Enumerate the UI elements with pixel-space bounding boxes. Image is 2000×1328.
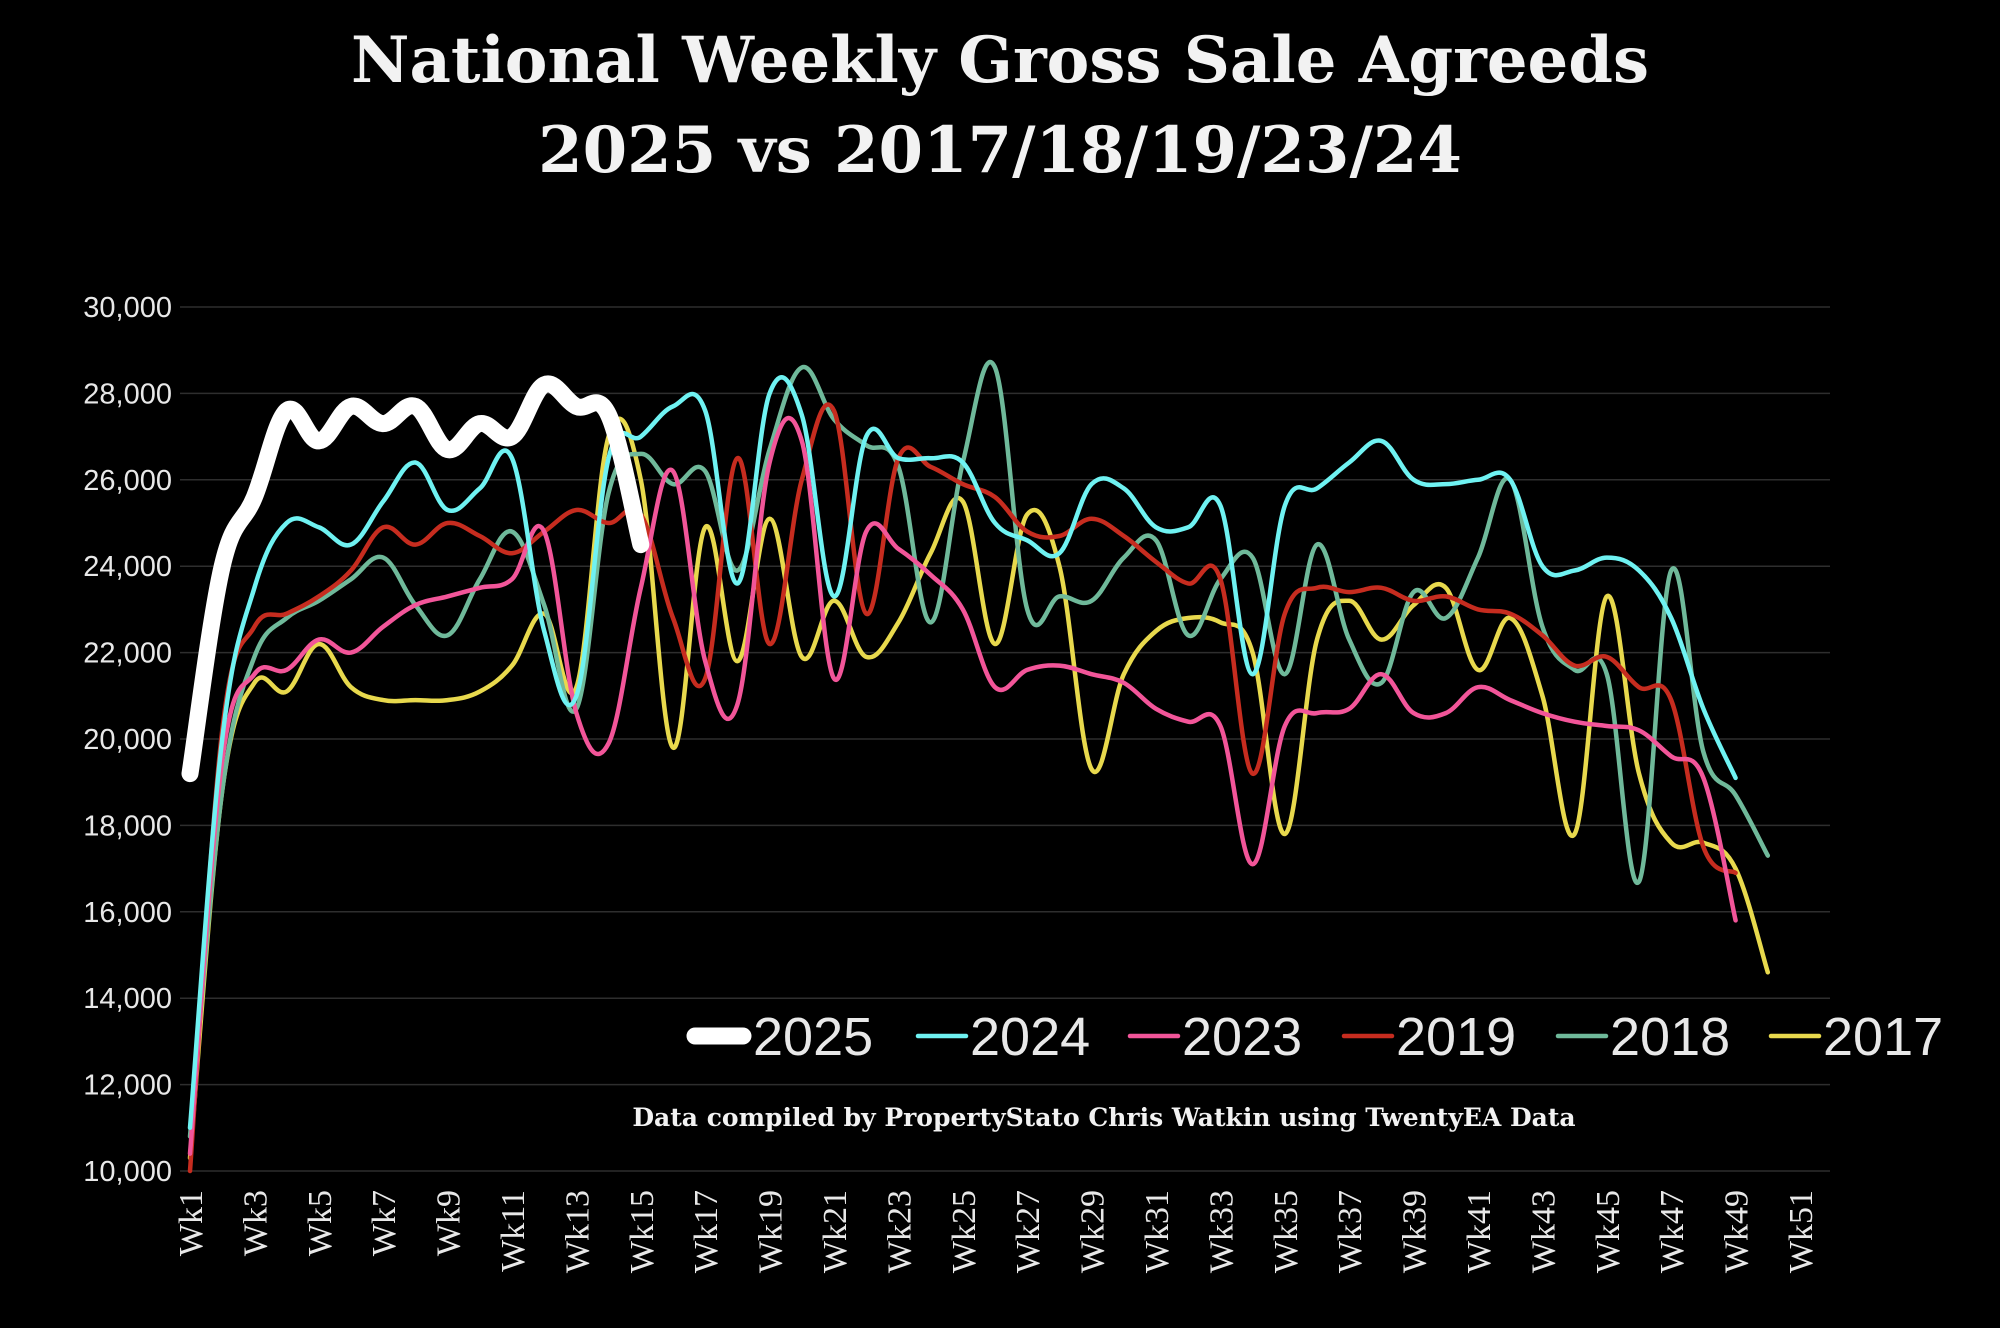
series-lines bbox=[181, 359, 1771, 1174]
y-tick-label: 12,000 bbox=[83, 1070, 172, 1102]
y-tick-label: 18,000 bbox=[83, 810, 172, 842]
y-tick-label: 26,000 bbox=[83, 465, 172, 497]
legend: 2025 2024 2023 2019 2018 2017 bbox=[686, 1007, 1943, 1067]
legend-label-2017: 2017 bbox=[1823, 1007, 1943, 1067]
legend-label-2024: 2024 bbox=[970, 1007, 1090, 1067]
x-tick-label: Wk45 bbox=[1590, 1190, 1627, 1273]
x-tick-label: Wk11 bbox=[495, 1190, 532, 1272]
x-tick-label: Wk33 bbox=[1203, 1190, 1240, 1273]
x-tick-label: Wk9 bbox=[431, 1190, 468, 1256]
x-tick-label: Wk47 bbox=[1654, 1190, 1691, 1273]
y-tick-label: 10,000 bbox=[83, 1156, 172, 1188]
x-tick-label: Wk35 bbox=[1268, 1190, 1305, 1273]
x-tick-label: Wk37 bbox=[1332, 1190, 1369, 1273]
x-tick-label: Wk7 bbox=[366, 1190, 403, 1256]
x-tick-label: Wk43 bbox=[1525, 1190, 1562, 1273]
series-line-2018 bbox=[187, 359, 1771, 1139]
legend-label-2023: 2023 bbox=[1182, 1007, 1302, 1067]
x-tick-label: Wk25 bbox=[946, 1190, 983, 1273]
legend-label-2019: 2019 bbox=[1396, 1007, 1516, 1067]
series-line-2023 bbox=[187, 415, 1738, 1156]
y-tick-label: 16,000 bbox=[83, 897, 172, 929]
x-tick-label: Wk41 bbox=[1461, 1190, 1498, 1273]
y-tick-label: 24,000 bbox=[83, 551, 172, 583]
x-tick-label: Wk29 bbox=[1075, 1190, 1112, 1273]
x-tick-label: Wk1 bbox=[173, 1190, 210, 1256]
y-tick-label: 28,000 bbox=[83, 378, 172, 410]
y-axis-tick-labels: 10,000 12,000 14,000 16,000 18,000 20,000 22,0… bbox=[83, 292, 172, 1188]
x-tick-label: Wk23 bbox=[881, 1190, 918, 1273]
y-tick-label: 30,000 bbox=[83, 292, 172, 324]
x-axis-tick-labels: Wk1 Wk3 Wk5 Wk7 Wk9 Wk11 Wk13 Wk15 Wk17 Wk19 Wk21 W… bbox=[173, 1190, 1820, 1273]
x-tick-label: Wk27 bbox=[1010, 1190, 1047, 1273]
x-tick-label: Wk49 bbox=[1719, 1190, 1756, 1273]
chart-title: National Weekly Gross Sale Agreeds bbox=[351, 23, 1649, 98]
legend-label-2018: 2018 bbox=[1610, 1007, 1730, 1067]
y-tick-label: 22,000 bbox=[83, 638, 172, 670]
series-line-2024 bbox=[187, 375, 1738, 1131]
x-tick-label: Wk13 bbox=[559, 1190, 596, 1273]
y-tick-label: 14,000 bbox=[83, 983, 172, 1015]
legend-label-2025: 2025 bbox=[753, 1007, 873, 1067]
series-line-2017 bbox=[187, 416, 1771, 1161]
x-tick-label: Wk15 bbox=[624, 1190, 661, 1273]
gridlines bbox=[180, 306, 1830, 1172]
data-credit: Data compiled by PropertyStato Chris Wat… bbox=[632, 1103, 1575, 1132]
x-tick-label: Wk3 bbox=[237, 1190, 274, 1256]
x-tick-label: Wk17 bbox=[688, 1190, 725, 1273]
x-tick-label: Wk19 bbox=[753, 1190, 790, 1273]
series-line-2025 bbox=[181, 375, 650, 783]
x-tick-label: Wk5 bbox=[302, 1190, 339, 1256]
x-tick-label: Wk31 bbox=[1139, 1190, 1176, 1273]
chart-subtitle: 2025 vs 2017/18/19/23/24 bbox=[538, 113, 1462, 188]
x-tick-label: Wk51 bbox=[1783, 1190, 1820, 1273]
x-tick-label: Wk39 bbox=[1397, 1190, 1434, 1273]
x-tick-label: Wk21 bbox=[817, 1190, 854, 1273]
y-tick-label: 20,000 bbox=[83, 724, 172, 756]
